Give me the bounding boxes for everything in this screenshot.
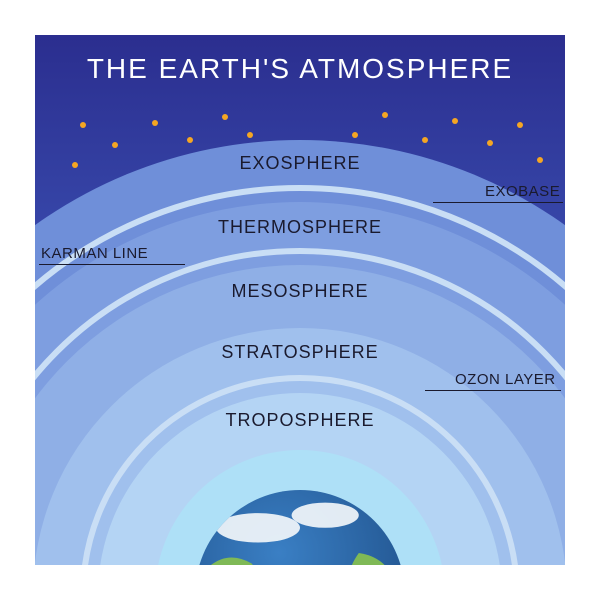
star [487,140,493,146]
star [152,120,158,126]
boundary-underline [39,264,185,265]
star [112,142,118,148]
earth [195,490,405,565]
star [517,122,523,128]
diagram-title: THE EARTH'S ATMOSPHERE [35,53,565,85]
star [222,114,228,120]
star [247,132,253,138]
layer-label-stratosphere: STRATOSPHERE [35,342,565,363]
star [80,122,86,128]
layer-label-troposphere: TROPOSPHERE [35,410,565,431]
boundary-label-karman-line: KARMAN LINE [41,245,148,262]
star [382,112,388,118]
boundary-underline [425,390,561,391]
star [187,137,193,143]
layer-label-mesosphere: MESOSPHERE [35,281,565,302]
star [352,132,358,138]
atmosphere-diagram: THE EARTH'S ATMOSPHERE EXOSPHERE THERMOSP… [35,35,565,565]
boundary-label-ozon-layer: OZON LAYER [455,371,556,388]
star [452,118,458,124]
boundary-underline [433,202,563,203]
star [422,137,428,143]
boundary-label-exobase: EXOBASE [485,183,560,200]
earth-surface [195,490,405,565]
layer-label-exosphere: EXOSPHERE [35,153,565,174]
layer-label-thermosphere: THERMOSPHERE [35,217,565,238]
